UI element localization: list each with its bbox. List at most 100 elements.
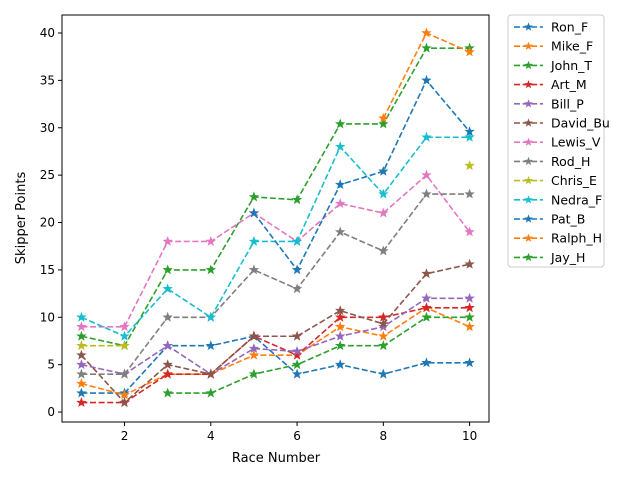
legend-item: Art_M — [514, 77, 587, 92]
axes-frame — [61, 14, 490, 423]
series-Pat_B — [248, 74, 475, 275]
data-point — [464, 302, 475, 313]
data-point — [421, 131, 432, 142]
data-point — [421, 42, 432, 53]
data-point — [76, 311, 87, 322]
series-line — [81, 136, 470, 338]
data-point — [248, 264, 260, 275]
data-point — [378, 188, 389, 199]
data-point — [378, 118, 389, 129]
axes: 2 4 6 8 10 0 5 10 15 20 25 30 35 40 — [40, 14, 490, 443]
data-point — [464, 188, 475, 199]
data-point — [205, 340, 217, 351]
data-point — [378, 321, 389, 332]
data-point — [76, 321, 87, 332]
legend-label: Pat_B — [551, 212, 585, 227]
series-line — [81, 47, 470, 347]
x-tick-label: 10 — [462, 429, 477, 443]
data-point — [162, 359, 173, 370]
data-point — [421, 302, 432, 313]
data-point — [119, 321, 130, 332]
y-tick-label: 25 — [40, 168, 55, 182]
series-line — [80, 263, 470, 404]
y-axis-label: Skipper Points — [14, 172, 29, 265]
series-Art_M — [76, 302, 475, 408]
legend-item: Jay_H — [514, 250, 585, 265]
data-point — [378, 165, 389, 176]
legend-label: Lewis_V — [551, 135, 601, 150]
data-point — [421, 357, 432, 368]
y-tick-label: 30 — [40, 121, 55, 135]
data-point — [334, 359, 346, 370]
data-point — [464, 292, 475, 303]
legend-marker — [524, 176, 533, 185]
legend-label: Ron_F — [551, 20, 588, 35]
series-Mike_F — [76, 302, 475, 400]
data-point — [291, 194, 303, 205]
legend-item: Nedra_F — [514, 192, 602, 207]
legend-marker — [524, 99, 533, 108]
data-point — [378, 207, 389, 218]
x-tick-label: 6 — [293, 429, 301, 443]
legend-item: Mike_F — [514, 39, 593, 54]
data-point — [464, 258, 475, 269]
legend-item: Ralph_H — [514, 231, 602, 246]
series-Lewis_V — [76, 169, 475, 332]
data-point — [291, 359, 303, 370]
series-line — [81, 297, 470, 376]
series-line — [81, 335, 470, 394]
y-tick-label: 40 — [40, 26, 55, 40]
data-point — [119, 330, 130, 341]
legend-item: Bill_P — [514, 96, 584, 111]
data-point — [464, 131, 475, 142]
data-point — [378, 318, 389, 329]
data-point — [378, 112, 389, 123]
data-point — [76, 330, 87, 341]
data-point — [291, 283, 303, 294]
legend-marker — [524, 22, 533, 31]
series-Rod_H — [76, 188, 475, 379]
legend-label: Ralph_H — [551, 231, 602, 246]
data-point — [378, 245, 389, 256]
data-point — [76, 340, 87, 351]
x-axis-label: Race Number — [232, 451, 321, 466]
data-point — [119, 389, 130, 400]
legend-label: Nedra_F — [551, 192, 602, 207]
data-point — [291, 349, 303, 360]
legend-item: John_T — [514, 58, 592, 73]
data-point — [421, 74, 432, 85]
y-tick-label: 0 — [47, 405, 55, 419]
legend-marker — [524, 195, 533, 204]
data-point — [378, 330, 389, 341]
series-line — [81, 193, 470, 375]
data-point — [334, 311, 346, 322]
data-point — [248, 343, 260, 354]
legend-label: David_Bu — [551, 116, 610, 131]
data-point — [162, 264, 173, 275]
series-line — [81, 306, 470, 396]
data-point — [248, 368, 260, 379]
legend-marker — [524, 214, 533, 223]
legend-item: Rod_H — [514, 154, 590, 169]
data-point — [205, 387, 217, 398]
series-Nedra_F — [76, 131, 475, 341]
data-point — [76, 359, 87, 370]
data-point — [248, 330, 260, 341]
data-point — [248, 207, 260, 218]
data-point — [291, 330, 303, 341]
data-point — [162, 311, 173, 322]
legend-marker — [524, 60, 533, 70]
data-point — [421, 268, 432, 279]
data-point — [76, 387, 87, 398]
data-point — [464, 321, 475, 332]
legend-marker — [524, 137, 533, 146]
data-point — [119, 368, 130, 379]
data-point — [162, 368, 173, 379]
data-point — [76, 349, 87, 360]
data-point — [248, 191, 260, 202]
series-Ralph_H — [378, 27, 475, 123]
data-point — [205, 368, 217, 379]
data-point — [464, 311, 475, 322]
data-point — [291, 368, 303, 379]
legend-label: Bill_P — [551, 96, 584, 111]
